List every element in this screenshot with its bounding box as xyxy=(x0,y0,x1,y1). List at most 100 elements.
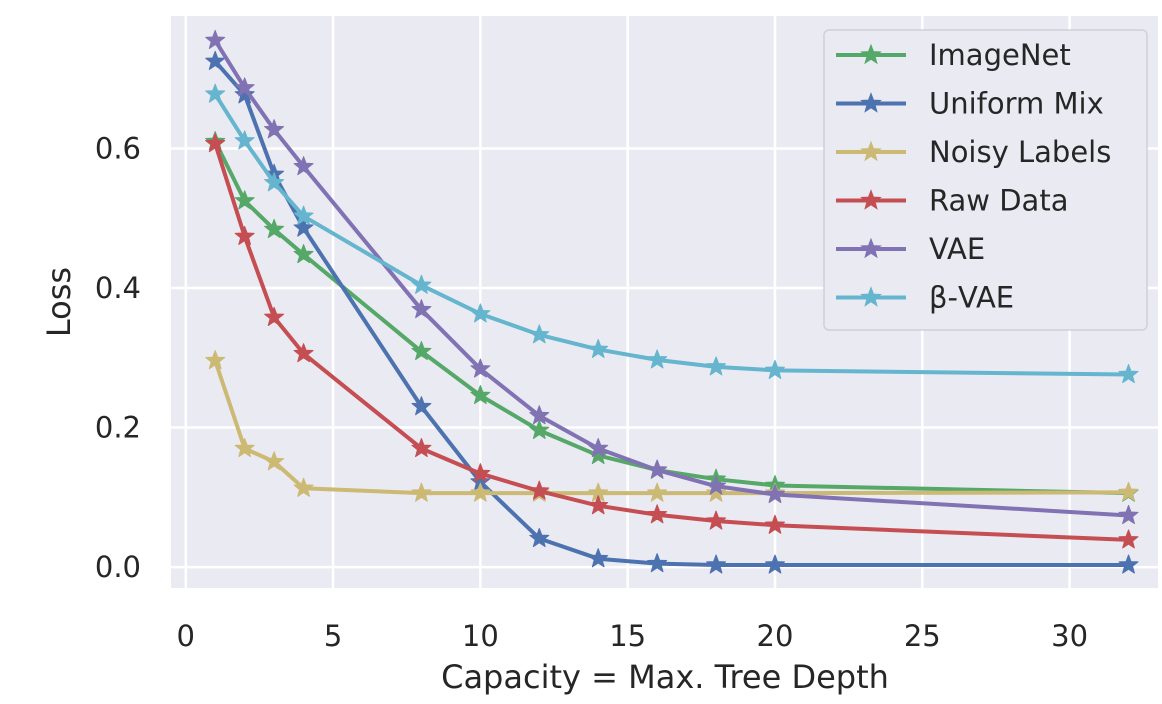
x-tick-label: 10 xyxy=(462,619,499,653)
data-point-marker xyxy=(706,554,727,574)
y-axis-label: Loss xyxy=(40,267,78,337)
data-point-marker xyxy=(529,405,550,425)
data-point-marker xyxy=(293,156,314,176)
data-point-marker xyxy=(1118,364,1139,384)
data-point-marker xyxy=(588,548,609,568)
data-point-marker xyxy=(764,359,785,379)
data-point-marker xyxy=(470,463,491,483)
legend-label: Raw Data xyxy=(929,184,1068,218)
data-point-marker xyxy=(293,244,314,264)
data-point-marker xyxy=(529,527,550,548)
series-line xyxy=(213,139,1131,496)
data-point-marker xyxy=(764,554,785,574)
data-point-marker xyxy=(411,437,432,458)
legend-entry: ImageNet xyxy=(836,38,1071,72)
x-tick-label: 5 xyxy=(324,619,342,653)
legend-entry: Noisy Labels xyxy=(836,135,1111,169)
data-point-marker xyxy=(529,480,550,500)
x-tick-label: 25 xyxy=(904,619,941,653)
data-point-marker xyxy=(293,205,314,225)
legend-label: Uniform Mix xyxy=(929,87,1104,121)
data-point-marker xyxy=(293,217,314,237)
data-point-marker xyxy=(647,459,668,479)
x-tick-label: 20 xyxy=(757,619,794,653)
data-point-marker xyxy=(264,218,285,239)
y-tick-label: 0.4 xyxy=(95,271,141,305)
data-point-marker xyxy=(234,190,255,210)
data-point-marker xyxy=(764,484,785,504)
legend-entry: Uniform Mix xyxy=(836,87,1104,121)
legend-marker xyxy=(860,286,882,307)
y-tick-label: 0.2 xyxy=(95,411,141,445)
data-point-marker xyxy=(293,343,314,363)
data-point-marker xyxy=(205,83,226,103)
data-point-marker xyxy=(411,396,432,416)
data-point-marker xyxy=(647,482,668,502)
legend-entry: VAE xyxy=(836,232,985,266)
data-point-marker xyxy=(411,274,432,294)
data-point-marker xyxy=(411,341,432,361)
x-tick-label: 15 xyxy=(609,619,646,653)
legend-marker xyxy=(860,189,882,210)
data-point-marker xyxy=(205,29,226,49)
data-point-marker xyxy=(764,514,785,534)
y-tick-label: 0.6 xyxy=(95,132,141,166)
legend: ImageNet Uniform Mix Noisy Labels Raw Data V… xyxy=(823,29,1148,331)
data-point-marker xyxy=(529,324,550,344)
series-5 xyxy=(205,83,1139,384)
data-point-marker xyxy=(470,384,491,405)
series-line xyxy=(213,92,1131,377)
data-point-marker xyxy=(1118,504,1139,525)
series-0 xyxy=(205,131,1139,502)
data-point-marker xyxy=(205,50,226,70)
data-point-marker xyxy=(234,225,255,246)
data-point-marker xyxy=(264,172,285,192)
data-point-marker xyxy=(529,419,550,439)
data-point-marker xyxy=(264,451,285,471)
data-point-marker xyxy=(647,553,668,573)
data-point-marker xyxy=(1118,529,1139,549)
data-point-marker xyxy=(264,119,285,139)
data-point-marker xyxy=(1118,554,1139,574)
x-tick-label: 30 xyxy=(1051,619,1088,653)
legend-label: VAE xyxy=(929,232,985,266)
data-point-marker xyxy=(234,437,255,458)
data-point-marker xyxy=(411,482,432,502)
data-point-marker xyxy=(411,299,432,319)
data-point-marker xyxy=(588,495,609,515)
legend-entry: β-VAE xyxy=(836,281,1014,315)
tick-labels: 0 5 10 15 20 25 30 0.0 0.2 0.4 0.6 xyxy=(95,132,1088,653)
y-tick-label: 0.0 xyxy=(95,550,141,584)
data-point-marker xyxy=(647,349,668,369)
data-point-marker xyxy=(588,437,609,458)
data-point-marker xyxy=(205,350,226,370)
legend-marker xyxy=(860,92,882,113)
data-point-marker xyxy=(588,338,609,359)
data-point-marker xyxy=(205,133,226,153)
legend-marker xyxy=(860,43,882,65)
series-line xyxy=(213,141,1131,542)
legend-marker xyxy=(860,140,882,162)
series-4 xyxy=(205,29,1139,525)
data-point-marker xyxy=(470,303,491,323)
legend-label: β-VAE xyxy=(929,281,1014,315)
data-series xyxy=(205,29,1139,574)
legend-label: ImageNet xyxy=(929,38,1071,72)
data-point-marker xyxy=(1118,481,1139,502)
series-line xyxy=(213,38,1131,518)
legend-label: Noisy Labels xyxy=(929,135,1111,169)
data-point-marker xyxy=(264,306,285,326)
data-point-marker xyxy=(234,84,255,104)
series-line xyxy=(213,59,1131,567)
legend-entry: Raw Data xyxy=(836,184,1068,218)
data-point-marker xyxy=(470,358,491,378)
data-point-marker xyxy=(470,482,491,502)
series-3 xyxy=(205,133,1139,549)
data-point-marker xyxy=(706,510,727,530)
data-point-marker xyxy=(234,77,255,97)
legend-marker xyxy=(860,237,882,259)
data-point-marker xyxy=(706,356,727,376)
data-point-marker xyxy=(706,475,727,495)
series-1 xyxy=(205,50,1139,574)
